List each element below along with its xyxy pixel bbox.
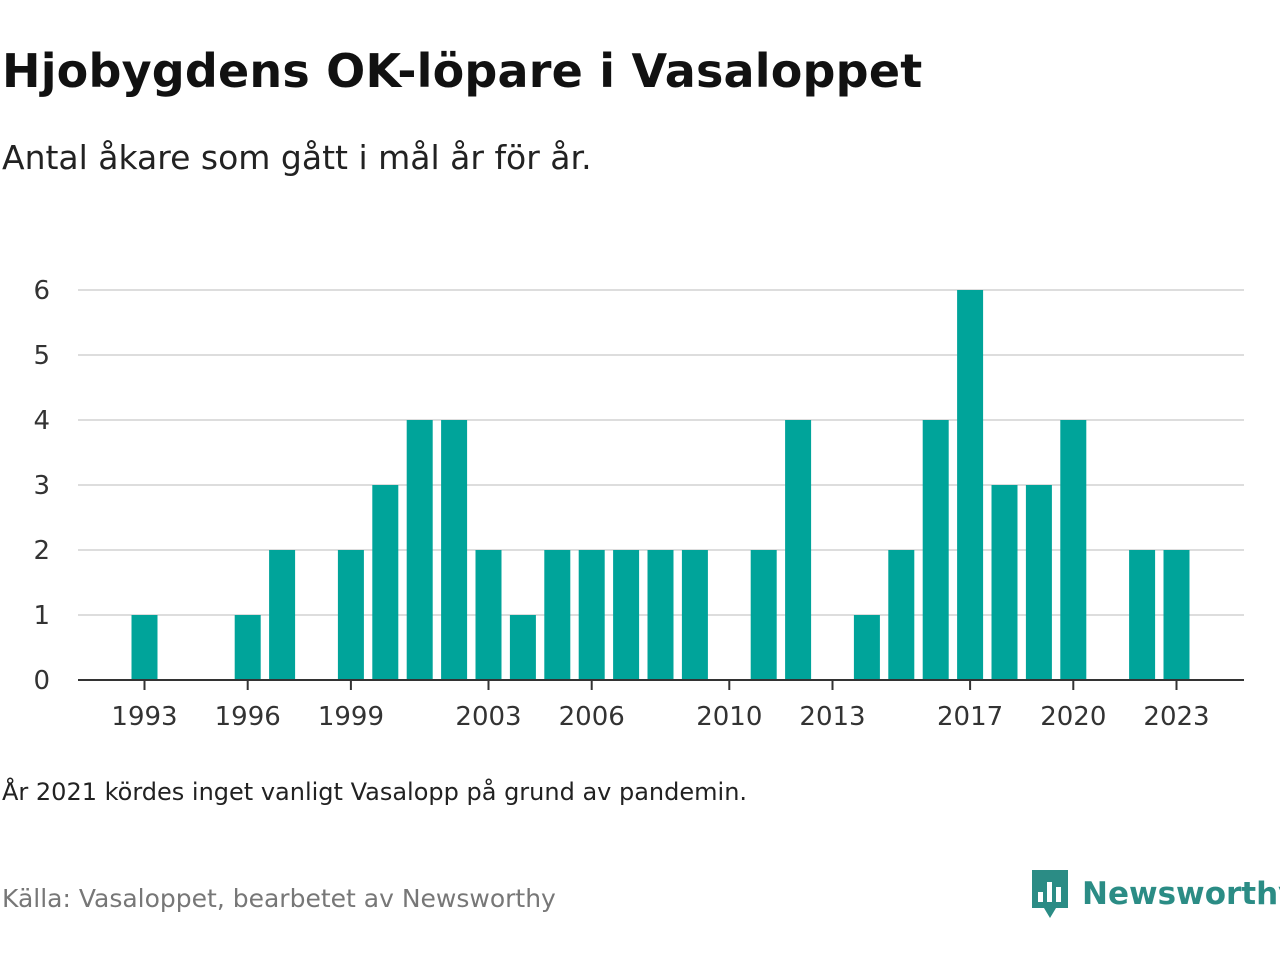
x-axis-labels: 1993 1996 1999 2003 2006 2010 2013 2017 2020 2023 (111, 702, 1209, 732)
bar (957, 290, 984, 680)
chart-subtitle: Antal åkare som gått i mål år för år. (2, 138, 592, 177)
bar (544, 550, 571, 680)
bar (509, 615, 536, 680)
bar (1129, 550, 1156, 680)
bar (922, 420, 949, 680)
y-tick-label: 4 (33, 406, 50, 436)
bar (1163, 550, 1190, 680)
y-tick-label: 5 (33, 341, 50, 371)
bar (578, 550, 605, 680)
bar (785, 420, 812, 680)
bar (234, 615, 261, 680)
x-tick-label: 2006 (559, 702, 625, 732)
bar-chart: 0 1 2 3 4 5 6 1993 1996 1999 2003 2006 2010 2013 2017… (33, 276, 1244, 732)
bar (337, 550, 364, 680)
x-axis (78, 679, 1244, 690)
y-axis-labels: 0 1 2 3 4 5 6 (33, 276, 50, 696)
x-tick-label: 2023 (1143, 702, 1209, 732)
y-tick-label: 6 (33, 276, 50, 306)
bar (888, 550, 915, 680)
bar (991, 485, 1018, 680)
bar (1025, 485, 1052, 680)
brand-name: Newsworthy (1082, 876, 1280, 912)
x-tick-label: 2010 (696, 702, 762, 732)
bar (853, 615, 880, 680)
chart-note: År 2021 kördes inget vanligt Vasalopp på… (2, 778, 748, 806)
bar (131, 615, 158, 680)
y-tick-label: 1 (33, 601, 50, 631)
source-text: Källa: Vasaloppet, bearbetet av Newswort… (2, 884, 556, 913)
bar (613, 550, 640, 680)
bar (647, 550, 674, 680)
x-tick-label: 2020 (1040, 702, 1106, 732)
x-tick-label: 1993 (111, 702, 177, 732)
bar (441, 420, 468, 680)
newsworthy-logo-icon (1032, 870, 1068, 918)
bar (475, 550, 502, 680)
x-tick-label: 1996 (215, 702, 281, 732)
x-tick-label: 2013 (799, 702, 865, 732)
x-tick-label: 2017 (937, 702, 1003, 732)
bar (1060, 420, 1087, 680)
x-tick-label: 2003 (455, 702, 521, 732)
y-tick-label: 3 (33, 471, 50, 501)
bar (269, 550, 296, 680)
brand-logo: Newsworthy (1030, 866, 1280, 922)
bar (372, 485, 399, 680)
bar (750, 550, 777, 680)
bars (131, 290, 1190, 680)
y-tick-label: 0 (33, 666, 50, 696)
chart-title: Hjobygdens OK-löpare i Vasaloppet (2, 44, 923, 98)
x-tick-label: 1999 (318, 702, 384, 732)
bar (681, 550, 708, 680)
y-tick-label: 2 (33, 536, 50, 566)
bar (406, 420, 433, 680)
